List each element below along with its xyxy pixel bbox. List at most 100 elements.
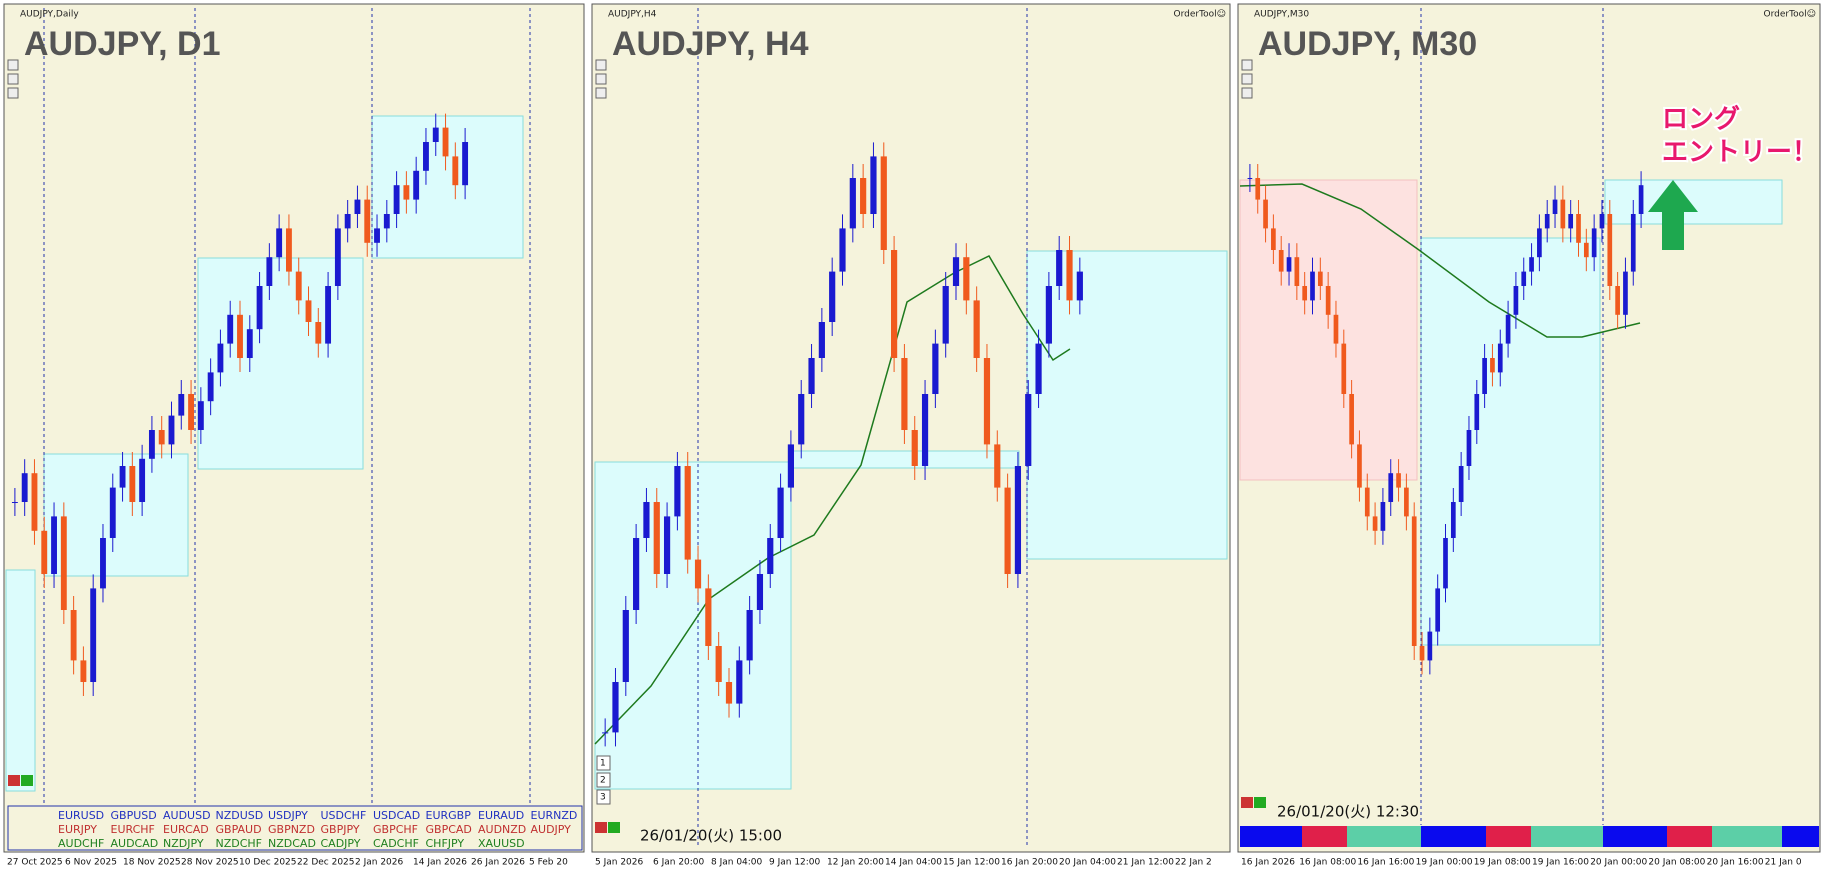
symbol-link[interactable]: GBPNZD [268,823,315,836]
symbol-link[interactable]: GBPJPY [321,823,360,836]
candle [197,401,204,430]
symbol-link[interactable]: AUDJPY [531,823,572,836]
chart-title: AUDJPY, D1 [24,25,221,63]
candle [1630,214,1636,272]
x-axis-label: 5 Feb 20 [529,858,568,868]
x-axis-label: 16 Jan 16:00 [1357,858,1414,868]
candle [1025,394,1032,466]
symbol-link[interactable]: CADCHF [373,837,419,850]
candle [1066,250,1073,301]
scroll-buttons[interactable] [7,59,1253,99]
symbol-link[interactable]: GBPCHF [373,823,418,836]
symbol-link[interactable]: EURAUD [478,809,524,822]
candle [1294,257,1300,286]
chart-title: AUDJPY, M30 [1258,25,1477,63]
view-button[interactable] [596,789,611,805]
x-axis-label: 20 Jan 16:00 [1707,858,1764,868]
candle [295,271,302,301]
candle [462,142,469,186]
x-axis-label: 10 Dec 2025 [239,858,297,868]
candle [403,185,410,200]
candle [911,430,918,466]
candle [1004,487,1011,574]
candle [663,516,671,574]
candle [1521,271,1527,286]
candle [602,732,609,734]
candle [684,466,691,560]
symbol-link[interactable]: NZDCHF [216,837,263,850]
candle [1537,228,1542,258]
candle [1497,343,1503,373]
symbol-link[interactable]: NZDCAD [268,837,316,850]
candle [1427,631,1433,661]
x-axis-label: 19 Jan 08:00 [1474,858,1531,868]
candle [1333,314,1339,344]
candle [808,358,815,394]
symbol-link[interactable]: EURCHF [111,823,155,836]
symbol-link[interactable]: EURJPY [58,823,97,836]
symbol-link[interactable]: XAUUSD [478,837,525,850]
candle [1302,286,1308,301]
symbol-link[interactable]: USDJPY [268,809,308,822]
candle [736,660,743,704]
candle [383,214,390,229]
symbol-link[interactable]: AUDCHF [58,837,104,850]
x-axis-label: 28 Nov 2025 [181,858,239,868]
candle [158,430,165,445]
symbol-link[interactable]: USDCAD [373,809,420,822]
symbol-link[interactable]: GBPAUD [216,823,262,836]
candle [1490,358,1495,373]
candle [1035,343,1042,394]
candle [60,516,67,610]
candle [119,466,126,488]
symbol-link[interactable]: USDCHF [321,809,367,822]
candle [1568,214,1574,229]
symbol-link[interactable]: CHFJPY [426,837,465,850]
candle [344,214,351,229]
candle [1310,271,1315,301]
candle [1560,199,1566,229]
candle [109,487,116,538]
symbol-link[interactable]: AUDUSD [163,809,211,822]
candle [746,610,753,661]
x-axis-label: 6 Jan 20:00 [653,858,705,868]
x-axis-label: 20 Jan 04:00 [1059,858,1116,868]
symbol-link[interactable]: CADJPY [321,837,361,850]
symbol-link[interactable]: AUDNZD [478,823,526,836]
symbol-link[interactable]: EURUSD [58,809,104,822]
symbol-link[interactable]: EURGBP [426,809,472,822]
candle [983,358,991,445]
order-tool[interactable]: OrderTool☺ [1764,9,1816,20]
x-axis-label: 16 Jan 08:00 [1299,858,1356,868]
candle [1505,314,1511,344]
symbol-link[interactable]: EURCAD [163,823,209,836]
order-tool[interactable]: OrderTool☺ [1174,9,1226,20]
candle [870,156,877,214]
x-axis-label: 18 Nov 2025 [123,858,181,868]
candle [963,257,970,301]
trade-buttons[interactable] [8,775,1266,833]
period-separators [43,8,1604,848]
candle [1513,286,1519,315]
symbol-link[interactable]: NZDUSD [216,809,264,822]
candle [1482,358,1487,394]
candle [839,228,846,272]
candle [100,538,106,589]
symbol-link[interactable]: EURNZD [531,809,578,822]
symbol-link[interactable]: GBPUSD [111,809,157,822]
symbol-link[interactable]: AUDCAD [111,837,159,850]
candle [442,127,449,157]
entry-arrow [1648,180,1698,250]
candle [1263,199,1268,229]
view-button[interactable] [596,772,611,788]
candle [276,228,283,258]
candle [305,300,312,322]
candle [1435,588,1441,632]
symbol-link[interactable]: NZDJPY [163,837,204,850]
candle [901,358,908,430]
candle [325,286,332,344]
symbol-link[interactable]: GBPCAD [426,823,472,836]
x-axis-label: 2 Jan 2026 [355,858,403,868]
view-button[interactable] [596,755,611,771]
candle [1404,487,1409,517]
